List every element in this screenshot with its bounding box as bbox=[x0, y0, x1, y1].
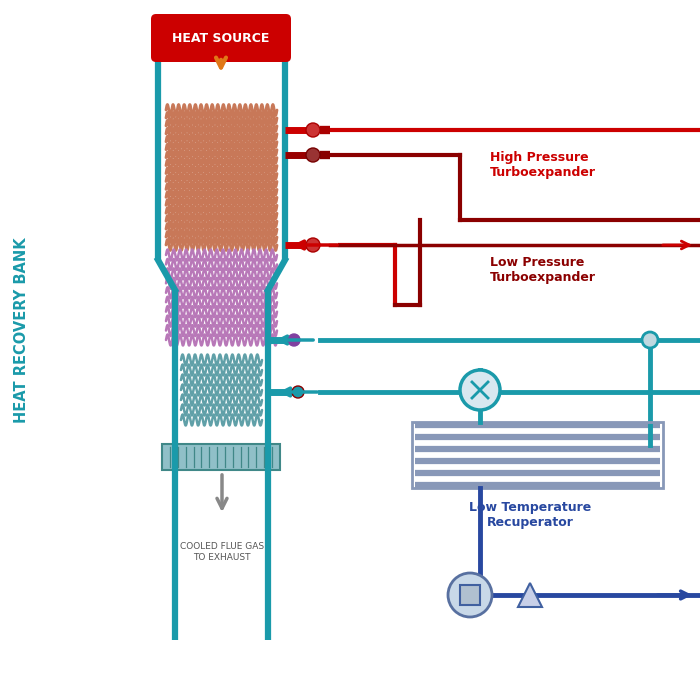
Circle shape bbox=[292, 386, 304, 398]
Circle shape bbox=[460, 370, 500, 410]
Circle shape bbox=[306, 238, 320, 252]
Circle shape bbox=[288, 334, 300, 346]
Circle shape bbox=[306, 123, 320, 137]
Text: HEAT RECOVERY BANK: HEAT RECOVERY BANK bbox=[15, 237, 29, 423]
FancyBboxPatch shape bbox=[162, 444, 280, 470]
Text: Low Pressure
Turboexpander: Low Pressure Turboexpander bbox=[490, 256, 596, 284]
Circle shape bbox=[306, 148, 320, 162]
Bar bbox=[412, 422, 663, 488]
Circle shape bbox=[642, 332, 658, 348]
Text: WFF: WFF bbox=[212, 445, 232, 454]
Text: COOLED FLUE GAS
TO EXHAUST: COOLED FLUE GAS TO EXHAUST bbox=[180, 542, 264, 561]
Polygon shape bbox=[518, 583, 542, 607]
Circle shape bbox=[448, 573, 492, 617]
Bar bbox=[460, 585, 480, 605]
FancyBboxPatch shape bbox=[151, 14, 291, 62]
Text: Low Temperature
Recuperator: Low Temperature Recuperator bbox=[469, 501, 591, 529]
Text: High Pressure
Turboexpander: High Pressure Turboexpander bbox=[490, 151, 596, 179]
Text: HEAT SOURCE: HEAT SOURCE bbox=[172, 32, 270, 45]
